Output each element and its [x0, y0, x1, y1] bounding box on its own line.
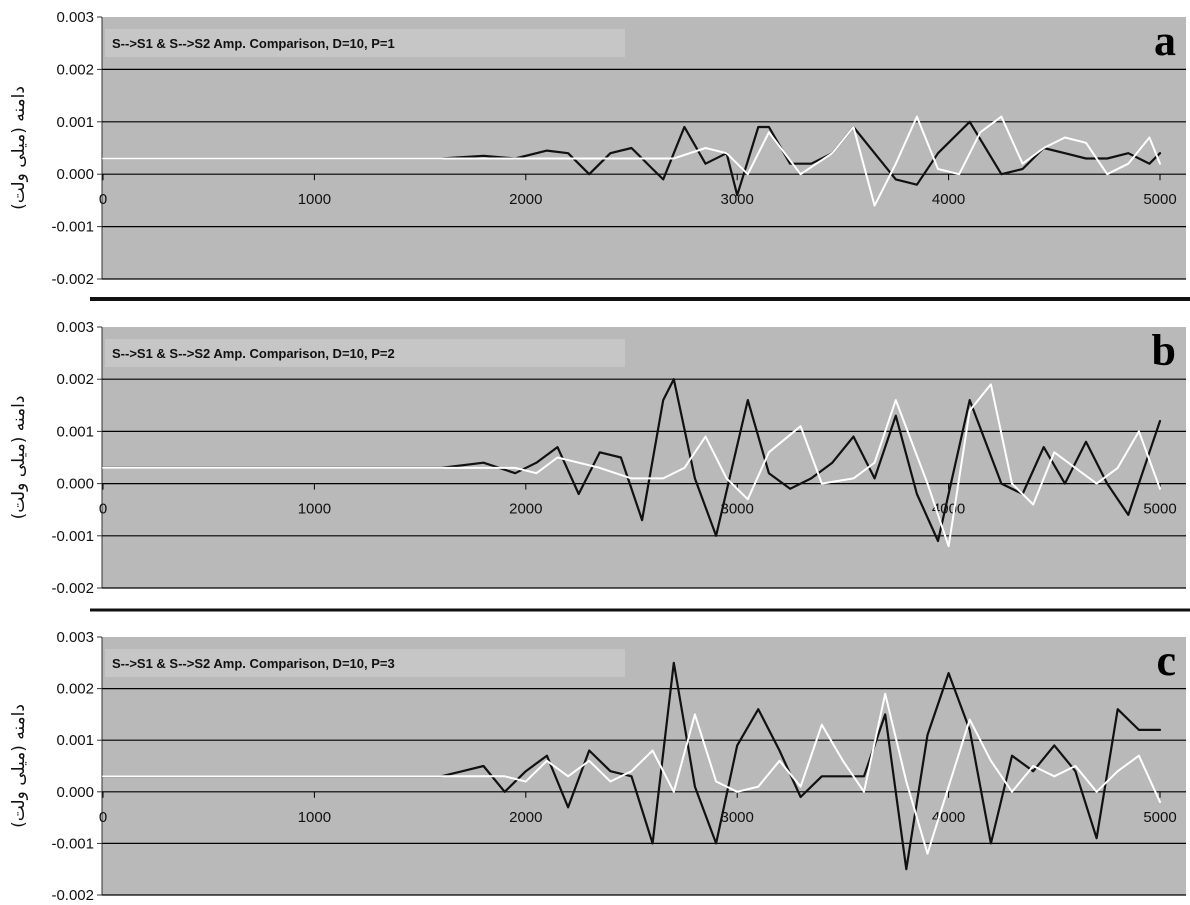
x-tick-label: 1000: [298, 501, 331, 518]
y-tick-label: -0.001: [51, 528, 94, 545]
series-line-1: [101, 120, 1162, 197]
chart-title: S-->S1 & S-->S2 Amp. Comparison, D=10, P…: [112, 656, 395, 671]
x-tick-label: 4000: [932, 501, 965, 518]
x-tick-label: 3000: [721, 501, 754, 518]
series-line-1: [101, 378, 1162, 543]
y-tick-label: 0.001: [56, 423, 94, 440]
x-tick-label: 4000: [932, 191, 965, 208]
x-tick-label: 1000: [298, 809, 331, 826]
y-tick-label: -0.001: [51, 835, 94, 852]
y-tick-label: 0.003: [56, 9, 94, 26]
series-line-1: [101, 661, 1162, 871]
plot-area: [102, 637, 1186, 895]
plot-area: [102, 327, 1186, 588]
chart-panel-b: 0.003 0.002 0.001 0.000 -0.001 -0.002 0 1000 200…: [9, 319, 1190, 612]
y-axis-label: دامنه (میلی ولت): [9, 396, 29, 520]
series-line-2: [102, 115, 1161, 207]
x-tick-label: 2000: [509, 809, 542, 826]
x-tick-label: 5000: [1143, 809, 1176, 826]
panel-letter: c: [1156, 636, 1176, 685]
series-line-2: [102, 692, 1161, 855]
y-tick-label: 0.000: [56, 784, 94, 801]
y-tick-label: 0.000: [56, 476, 94, 493]
y-tick-label: 0.002: [56, 371, 94, 388]
chart-title: S-->S1 & S-->S2 Amp. Comparison, D=10, P…: [112, 346, 395, 361]
y-tick-label: -0.002: [51, 580, 94, 597]
x-tick-label: 0: [99, 501, 107, 518]
panel-letter: b: [1152, 326, 1176, 375]
title-box: [105, 649, 625, 677]
x-tick-label: 3000: [721, 191, 754, 208]
x-tick-label: 3000: [721, 809, 754, 826]
title-box: [105, 29, 625, 57]
chart-panel-c: 0.003 0.002 0.001 0.000 -0.001 -0.002 0 1000 200…: [9, 629, 1186, 904]
y-tick-label: -0.001: [51, 219, 94, 236]
x-tick-label: 0: [99, 191, 107, 208]
series-line-2: [102, 383, 1161, 548]
plot-area: [102, 17, 1186, 279]
chart-panel-a: 0.003 0.002 0.001 0.000 -0.001 -0.002 0 1000 200…: [9, 9, 1190, 301]
chart-title: S-->S1 & S-->S2 Amp. Comparison, D=10, P…: [112, 36, 395, 51]
x-tick-label: 5000: [1143, 501, 1176, 518]
y-tick-label: 0.003: [56, 319, 94, 336]
y-tick-label: 0.001: [56, 732, 94, 749]
y-tick-label: 0.000: [56, 166, 94, 183]
x-tick-label: 0: [99, 809, 107, 826]
title-box: [105, 339, 625, 367]
y-tick-label: 0.002: [56, 61, 94, 78]
panel-letter: a: [1154, 16, 1176, 65]
x-tick-label: 1000: [298, 191, 331, 208]
y-axis-label: دامنه (میلی ولت): [9, 86, 29, 210]
y-tick-label: 0.003: [56, 629, 94, 646]
x-tick-label: 5000: [1143, 191, 1176, 208]
x-tick-label: 2000: [509, 501, 542, 518]
y-tick-label: 0.002: [56, 681, 94, 698]
y-axis-label: دامنه (میلی ولت): [9, 704, 29, 828]
y-tick-label: -0.002: [51, 271, 94, 288]
y-tick-label: -0.002: [51, 887, 94, 900]
y-tick-label: 0.001: [56, 114, 94, 131]
x-tick-label: 2000: [509, 191, 542, 208]
